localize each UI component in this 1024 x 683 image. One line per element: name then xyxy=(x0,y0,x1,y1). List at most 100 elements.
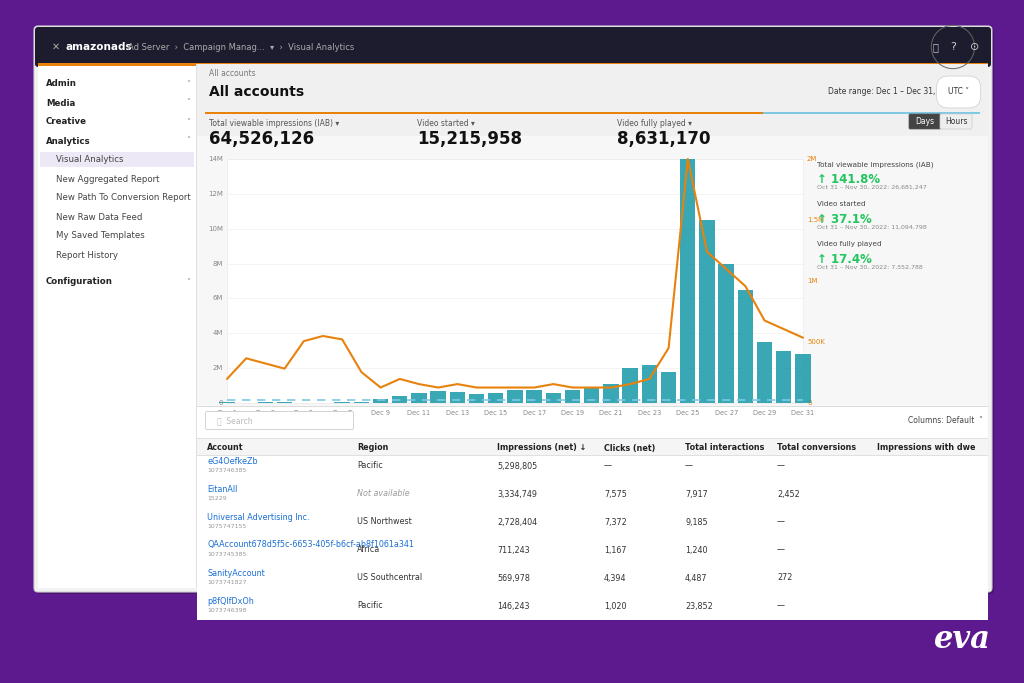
Text: Dec 17: Dec 17 xyxy=(522,410,546,416)
Bar xyxy=(38,63,988,66)
Text: Date range: Dec 1 – Dec 31, 2022  📅: Date range: Dec 1 – Dec 31, 2022 📅 xyxy=(828,87,967,96)
Bar xyxy=(197,438,988,439)
Text: 🔍: 🔍 xyxy=(933,42,939,52)
Text: ˄: ˄ xyxy=(186,137,190,145)
Text: Oct 31 – Nov 30, 2022: 7,552,788: Oct 31 – Nov 30, 2022: 7,552,788 xyxy=(817,265,923,270)
Text: 0: 0 xyxy=(218,400,223,406)
Bar xyxy=(197,64,988,136)
Text: QAAccount678d5f5c-6653-405f-b6cf-ab8f1061a341: QAAccount678d5f5c-6653-405f-b6cf-ab8f106… xyxy=(207,540,414,550)
Bar xyxy=(392,396,408,403)
Bar xyxy=(38,64,196,588)
Text: 8M: 8M xyxy=(213,261,223,266)
Text: ˅: ˅ xyxy=(186,98,190,107)
Bar xyxy=(205,112,980,114)
Text: Video fully played ▾: Video fully played ▾ xyxy=(617,118,692,128)
Text: 711,243: 711,243 xyxy=(497,546,529,555)
Text: ?: ? xyxy=(950,42,955,52)
Text: ↑ 17.4%: ↑ 17.4% xyxy=(817,253,871,266)
Bar xyxy=(796,354,811,403)
Bar xyxy=(335,402,350,403)
Bar xyxy=(197,564,988,592)
Bar xyxy=(737,290,753,403)
Text: Dec 25: Dec 25 xyxy=(676,410,699,416)
Bar xyxy=(546,393,561,403)
Text: 4,487: 4,487 xyxy=(685,574,708,583)
Text: Total viewable impressions (IAB): Total viewable impressions (IAB) xyxy=(817,161,934,167)
Text: 1073746385: 1073746385 xyxy=(207,469,247,473)
Text: eG4OefkeZb: eG4OefkeZb xyxy=(207,456,258,466)
Text: Dec 13: Dec 13 xyxy=(445,410,469,416)
Text: —: — xyxy=(777,546,785,555)
Bar xyxy=(197,406,988,588)
Text: New Path To Conversion Report: New Path To Conversion Report xyxy=(56,193,190,202)
Text: US Northwest: US Northwest xyxy=(357,518,412,527)
Text: 4,394: 4,394 xyxy=(604,574,627,583)
Text: 272: 272 xyxy=(777,574,793,583)
Text: 1.5M: 1.5M xyxy=(807,217,824,223)
Text: New Raw Data Feed: New Raw Data Feed xyxy=(56,212,142,221)
Text: 3,334,749: 3,334,749 xyxy=(497,490,537,499)
Bar xyxy=(197,439,988,456)
Text: All accounts: All accounts xyxy=(209,70,256,79)
Text: 14M: 14M xyxy=(208,156,223,162)
Bar xyxy=(197,508,988,536)
Bar xyxy=(197,536,988,564)
Text: 7,575: 7,575 xyxy=(604,490,627,499)
Text: Impressions (net) ↓: Impressions (net) ↓ xyxy=(497,443,587,453)
Text: —: — xyxy=(777,518,785,527)
Text: Total interactions: Total interactions xyxy=(685,443,764,453)
Text: Ad Server  ›  Campaign Manag...  ▾  ›  Visual Analytics: Ad Server › Campaign Manag... ▾ › Visual… xyxy=(128,42,354,51)
Bar xyxy=(507,390,522,403)
Bar xyxy=(197,452,988,480)
Text: 2M: 2M xyxy=(213,365,223,371)
Text: Dec 5: Dec 5 xyxy=(294,410,313,416)
Text: Days: Days xyxy=(915,117,935,126)
Bar xyxy=(276,402,292,403)
Text: 2M: 2M xyxy=(807,156,817,162)
Text: ↑ 141.8%: ↑ 141.8% xyxy=(817,173,880,186)
Bar xyxy=(412,393,427,403)
Text: ˅: ˅ xyxy=(186,277,190,286)
Text: ˅: ˅ xyxy=(186,117,190,126)
Text: Total viewable impressions (IAB) ▾: Total viewable impressions (IAB) ▾ xyxy=(209,118,339,128)
Text: 1,167: 1,167 xyxy=(604,546,627,555)
Text: Dec 23: Dec 23 xyxy=(638,410,662,416)
Text: 5,298,805: 5,298,805 xyxy=(497,462,538,471)
Text: 1073746398: 1073746398 xyxy=(207,609,247,613)
Text: 9,185: 9,185 xyxy=(685,518,708,527)
Text: Creative: Creative xyxy=(46,117,87,126)
Bar xyxy=(488,393,504,403)
Text: 569,978: 569,978 xyxy=(497,574,529,583)
Bar xyxy=(565,390,581,403)
Text: 500K: 500K xyxy=(807,339,825,345)
Text: Not available: Not available xyxy=(357,490,410,499)
Text: —: — xyxy=(604,462,612,471)
Text: Analytics: Analytics xyxy=(46,137,91,145)
Bar xyxy=(623,368,638,403)
Bar xyxy=(38,30,988,64)
Text: UTC ˅: UTC ˅ xyxy=(948,87,969,96)
Text: Dec 31: Dec 31 xyxy=(792,410,814,416)
Text: —: — xyxy=(685,462,693,471)
Text: 2,728,404: 2,728,404 xyxy=(497,518,538,527)
Bar xyxy=(353,402,369,403)
Text: 64,526,126: 64,526,126 xyxy=(209,130,314,148)
Text: ↑ 37.1%: ↑ 37.1% xyxy=(817,213,871,226)
Text: 15229: 15229 xyxy=(207,497,226,501)
Text: 6M: 6M xyxy=(213,296,223,301)
Bar xyxy=(660,372,676,403)
Bar xyxy=(719,264,734,403)
Bar xyxy=(584,387,599,403)
Text: Dec 27: Dec 27 xyxy=(715,410,738,416)
Bar xyxy=(450,391,465,403)
FancyBboxPatch shape xyxy=(206,411,353,430)
Bar xyxy=(258,402,273,403)
Text: Dec 29: Dec 29 xyxy=(753,410,776,416)
Bar xyxy=(757,342,772,403)
Text: Media: Media xyxy=(46,98,75,107)
FancyBboxPatch shape xyxy=(35,27,991,67)
Bar xyxy=(197,592,988,620)
Text: 1073741827: 1073741827 xyxy=(207,581,247,585)
Text: Dec 1: Dec 1 xyxy=(217,410,237,416)
Text: 146,243: 146,243 xyxy=(497,602,529,611)
